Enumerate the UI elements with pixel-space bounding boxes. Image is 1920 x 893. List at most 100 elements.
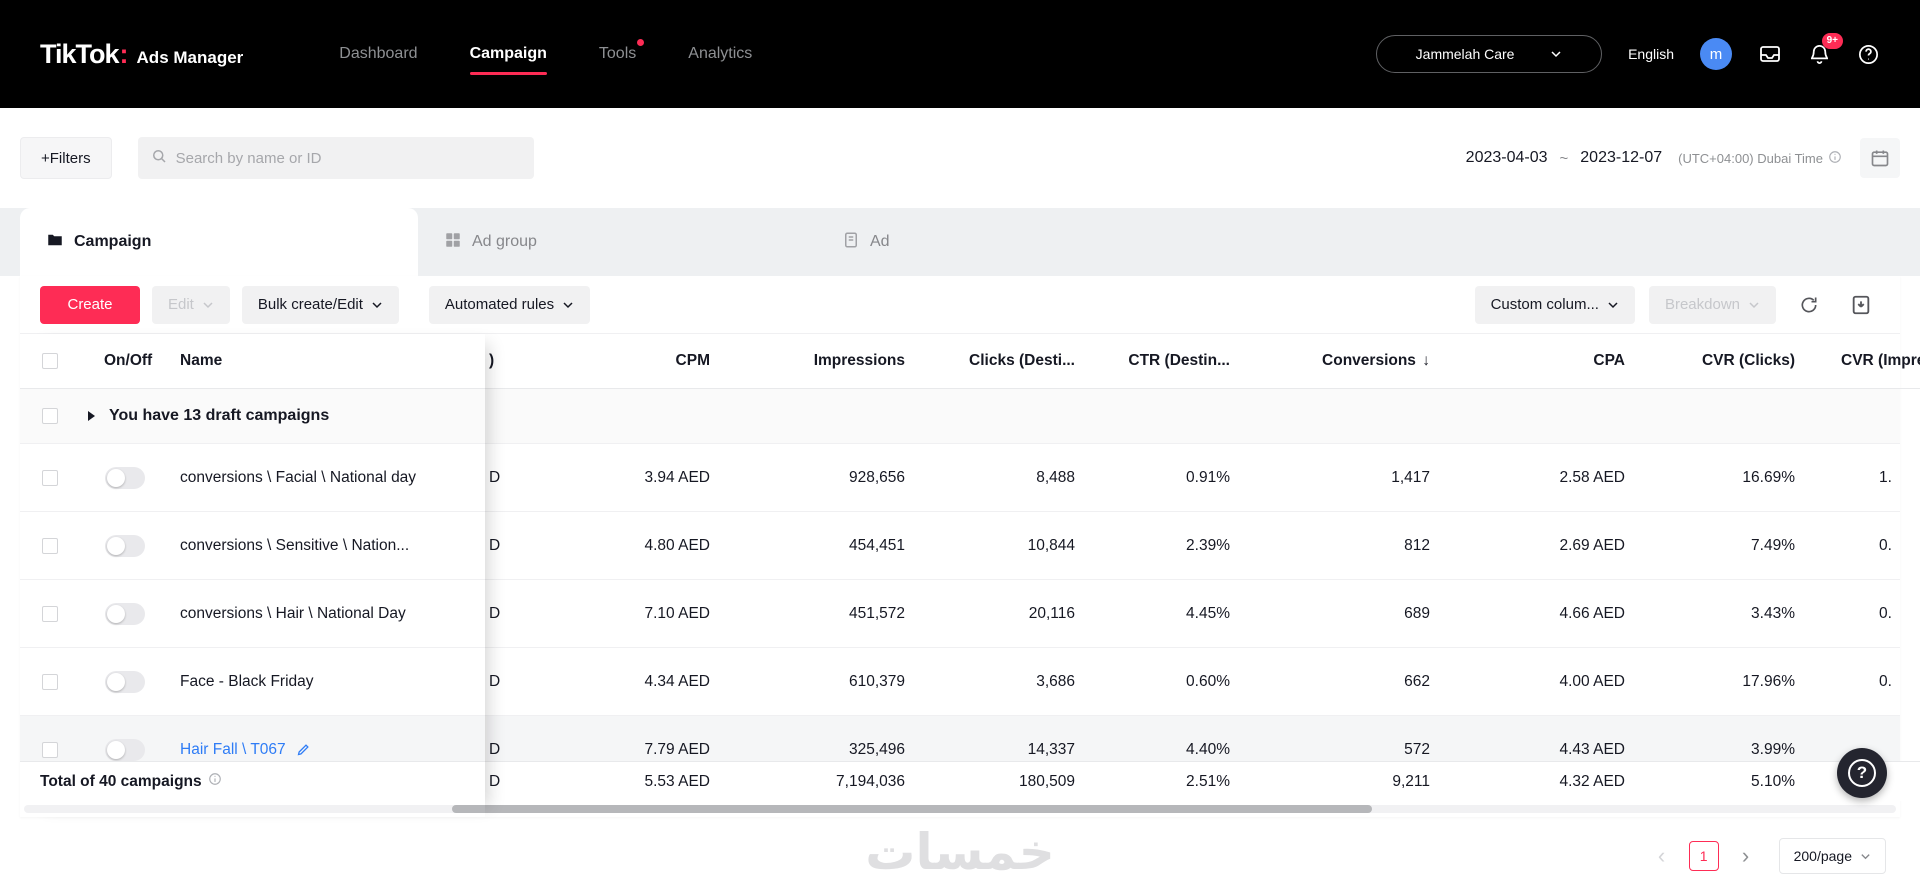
scrollbar-thumb[interactable] <box>452 805 1372 813</box>
calendar-icon[interactable] <box>1860 138 1900 178</box>
tab-campaign[interactable]: Campaign <box>20 208 418 276</box>
chevron-down-icon <box>1860 851 1871 862</box>
help-icon[interactable] <box>1857 43 1880 66</box>
cpm-cell: 4.80 AED <box>644 536 711 554</box>
conversions-cell: 689 <box>1404 604 1430 622</box>
page-number[interactable]: 1 <box>1688 841 1719 871</box>
cvr-clicks-cell: 3.99% <box>1751 740 1795 758</box>
notifications-bell-icon[interactable]: 9+ <box>1808 32 1843 66</box>
campaign-name[interactable]: conversions \ Sensitive \ Nation... <box>180 536 410 554</box>
header-name[interactable]: Name <box>180 352 223 369</box>
header-cvr-impressions[interactable]: CVR (Impre <box>1841 352 1920 369</box>
automated-rules-button[interactable]: Automated rules <box>428 285 591 324</box>
chevron-down-icon <box>1550 48 1562 60</box>
header-impressions[interactable]: Impressions <box>813 352 905 369</box>
help-fab-button[interactable]: ? <box>1837 748 1887 798</box>
topbar: TikTok : Ads Manager Dashboard Campaign … <box>0 0 1920 108</box>
conversions-cell: 572 <box>1404 740 1430 758</box>
draft-row-checkbox[interactable] <box>42 408 58 424</box>
scrollbar-track[interactable] <box>24 805 1896 813</box>
conversions-cell: 662 <box>1404 672 1430 690</box>
total-row: Total of 40 campaigns D 5.53 AED 7,194,0… <box>20 761 1920 801</box>
row-checkbox[interactable] <box>42 673 58 690</box>
filters-button[interactable]: +Filters <box>20 137 112 179</box>
row-checkbox[interactable] <box>42 469 58 486</box>
tab-ad[interactable]: Ad <box>816 208 1214 276</box>
tab-ad-group[interactable]: Ad group <box>418 208 816 276</box>
avatar[interactable]: m <box>1700 38 1732 70</box>
custom-columns-button[interactable]: Custom colum... <box>1474 285 1635 324</box>
campaign-name-cell[interactable]: conversions \ Sensitive \ Nation... <box>170 537 485 555</box>
on-off-toggle[interactable] <box>105 738 145 761</box>
campaign-name[interactable]: conversions \ Facial \ National day <box>180 468 417 486</box>
campaign-table: On/Off Name ) CPM Impressions Clicks (De… <box>20 334 1920 817</box>
create-button[interactable]: Create <box>40 285 140 324</box>
impressions-cell: 610,379 <box>848 672 905 690</box>
draft-campaigns-row[interactable]: You have 13 draft campaigns <box>20 389 1900 444</box>
account-selector[interactable]: Jammelah Care <box>1376 35 1603 73</box>
chevron-down-icon <box>371 299 383 311</box>
date-end[interactable]: 2023-12-07 <box>1580 149 1663 166</box>
cpa-cell: 4.00 AED <box>1559 672 1626 690</box>
date-start[interactable]: 2023-04-03 <box>1465 149 1548 166</box>
header-cvr-clicks[interactable]: CVR (Clicks) <box>1701 352 1795 369</box>
table-row: conversions \ Hair \ National Day D 7.10… <box>20 580 1900 648</box>
campaign-name-cell[interactable]: conversions \ Facial \ National day <box>170 469 485 487</box>
export-icon[interactable] <box>1842 286 1880 324</box>
campaign-name-cell[interactable]: Face - Black Friday <box>170 673 485 691</box>
info-icon <box>208 772 222 791</box>
cvr-impressions-cell: 0. <box>1879 604 1892 622</box>
campaign-name-cell[interactable]: Hair Fall \ T067 <box>170 741 485 759</box>
impressions-cell: 451,572 <box>848 604 905 622</box>
search-icon <box>150 147 168 170</box>
on-off-toggle[interactable] <box>105 466 145 489</box>
cvr-clicks-cell: 17.96% <box>1742 672 1795 690</box>
tiktok-ads-manager-logo[interactable]: TikTok : Ads Manager <box>40 39 243 70</box>
document-icon <box>842 231 860 254</box>
header-cpm[interactable]: CPM <box>675 352 710 369</box>
table-body: You have 13 draft campaigns conversions … <box>20 389 1900 761</box>
nav-analytics[interactable]: Analytics <box>688 45 753 62</box>
cpa-cell: 4.43 AED <box>1559 740 1626 758</box>
on-off-toggle[interactable] <box>105 602 145 625</box>
row-checkbox[interactable] <box>42 537 58 554</box>
page-size-select[interactable]: 200/page <box>1778 838 1886 874</box>
header-cpa[interactable]: CPA <box>1593 352 1625 369</box>
campaign-name[interactable]: Face - Black Friday <box>180 672 314 690</box>
table-toolbar: Create Edit Bulk create/Edit Automated r… <box>20 276 1900 334</box>
campaign-name-cell[interactable]: conversions \ Hair \ National Day <box>170 605 485 623</box>
chevron-down-icon <box>1748 299 1760 311</box>
nav-tools[interactable]: Tools <box>599 35 645 73</box>
refresh-icon[interactable] <box>1790 286 1828 324</box>
on-off-toggle[interactable] <box>105 534 145 557</box>
main-nav: Dashboard Campaign Tools Analytics <box>339 35 753 75</box>
cpa-cell: 2.58 AED <box>1559 468 1626 486</box>
ctr-cell: 2.39% <box>1186 536 1230 554</box>
search-box[interactable] <box>137 137 534 179</box>
header-clicks[interactable]: Clicks (Desti... <box>969 352 1075 369</box>
on-off-toggle[interactable] <box>105 670 145 693</box>
nav-dashboard[interactable]: Dashboard <box>339 45 418 62</box>
language-selector[interactable]: English <box>1628 46 1674 62</box>
campaign-name[interactable]: conversions \ Hair \ National Day <box>180 604 406 622</box>
header-conversions[interactable]: Conversions ↓ <box>1322 352 1430 369</box>
search-input[interactable] <box>175 149 522 167</box>
header-on-off: On/Off <box>104 352 153 369</box>
next-page-icon[interactable]: › <box>1741 843 1750 868</box>
bulk-create-edit-button[interactable]: Bulk create/Edit <box>241 285 399 324</box>
inbox-icon[interactable] <box>1758 42 1782 66</box>
nav-campaign[interactable]: Campaign <box>469 35 548 75</box>
prev-page-icon[interactable]: ‹ <box>1657 843 1666 868</box>
expand-arrow-icon[interactable] <box>88 411 95 421</box>
ctr-cell: 4.45% <box>1186 604 1230 622</box>
impressions-cell: 454,451 <box>848 536 905 554</box>
campaign-rows: conversions \ Facial \ National day D 3.… <box>20 444 1900 761</box>
select-all-checkbox[interactable] <box>42 353 58 369</box>
chevron-down-icon <box>562 299 574 311</box>
cvr-impressions-cell: 1. <box>1879 468 1892 486</box>
edit-pencil-icon[interactable] <box>296 742 311 757</box>
header-ctr[interactable]: CTR (Destin... <box>1128 352 1230 369</box>
row-checkbox[interactable] <box>42 605 58 622</box>
row-checkbox[interactable] <box>42 741 58 758</box>
campaign-name[interactable]: Hair Fall \ T067 <box>180 740 286 758</box>
